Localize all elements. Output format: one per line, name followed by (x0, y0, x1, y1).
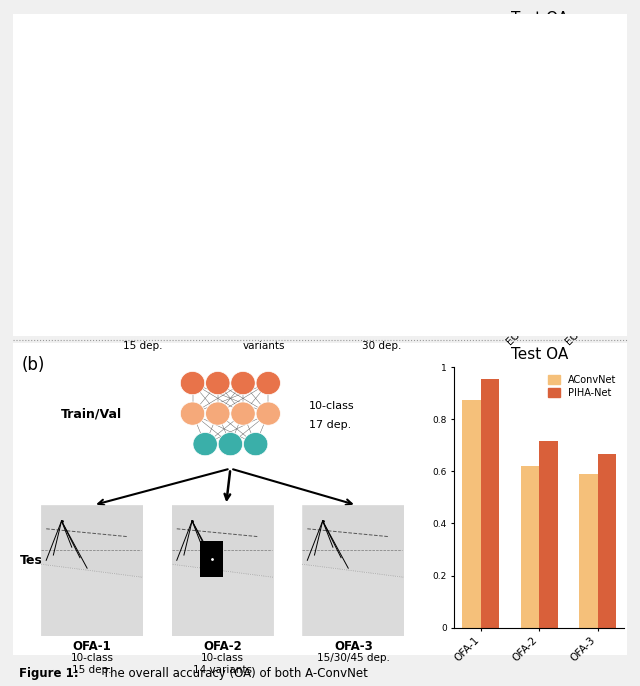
Text: 17 dep.: 17 dep. (340, 43, 382, 53)
Text: 10-class: 10-class (308, 401, 355, 412)
Ellipse shape (75, 88, 99, 113)
Ellipse shape (231, 371, 255, 394)
Legend: AConvNet, PIHA-Net: AConvNet, PIHA-Net (545, 372, 619, 401)
Text: 4-class with: 4-class with (233, 328, 295, 338)
Bar (579, 49, 598, 305)
Text: 17 dep.: 17 dep. (308, 420, 351, 429)
Ellipse shape (218, 56, 243, 81)
Text: 10-class: 10-class (71, 653, 114, 663)
Ellipse shape (125, 56, 150, 81)
Bar (539, 441, 558, 628)
Ellipse shape (50, 88, 74, 113)
Text: 3-class: 3-class (364, 328, 400, 338)
Ellipse shape (231, 402, 255, 425)
Ellipse shape (349, 56, 373, 81)
Bar (520, 466, 539, 628)
Text: (a): (a) (22, 23, 45, 41)
Text: 15 dep.: 15 dep. (72, 665, 112, 676)
Ellipse shape (243, 121, 268, 145)
Ellipse shape (218, 432, 243, 456)
Ellipse shape (193, 56, 218, 81)
Text: EOC/v1: EOC/v1 (241, 315, 287, 328)
Legend: AConvNet, PIHA-Net: AConvNet, PIHA-Net (545, 36, 619, 64)
Ellipse shape (180, 371, 205, 394)
Bar (481, 32, 499, 305)
Ellipse shape (374, 56, 398, 81)
Bar (520, 38, 539, 305)
Ellipse shape (324, 56, 348, 81)
Ellipse shape (218, 121, 243, 145)
Bar (481, 379, 499, 628)
Ellipse shape (324, 88, 348, 113)
Text: 15/30/45 dep.: 15/30/45 dep. (317, 653, 390, 663)
Ellipse shape (125, 121, 150, 145)
Ellipse shape (100, 88, 125, 113)
Text: OFA-1: OFA-1 (73, 640, 111, 653)
Ellipse shape (193, 432, 218, 456)
Text: Train/Val: Train/Val (61, 407, 122, 420)
Text: Test: Test (20, 554, 49, 567)
Ellipse shape (50, 121, 74, 145)
Ellipse shape (180, 402, 205, 425)
Ellipse shape (324, 121, 348, 145)
Ellipse shape (243, 88, 268, 113)
Bar (598, 454, 616, 628)
Text: 10-class: 10-class (77, 23, 123, 34)
Text: SOC: SOC (129, 315, 156, 328)
Ellipse shape (193, 88, 218, 113)
Text: EOC/v2: EOC/v2 (358, 315, 405, 328)
Ellipse shape (125, 88, 150, 113)
Text: 15 dep.: 15 dep. (122, 341, 162, 351)
Ellipse shape (193, 121, 218, 145)
Ellipse shape (205, 371, 230, 394)
Ellipse shape (205, 402, 230, 425)
Ellipse shape (75, 56, 99, 81)
Ellipse shape (349, 88, 373, 113)
Title: Test OA: Test OA (511, 346, 568, 362)
Text: 3-class: 3-class (342, 23, 380, 34)
Text: 30 dep.: 30 dep. (362, 341, 401, 351)
Ellipse shape (243, 56, 268, 81)
Bar (539, 35, 558, 305)
Text: variants: variants (243, 341, 285, 351)
Ellipse shape (50, 56, 74, 81)
Ellipse shape (100, 121, 125, 145)
Text: 14 variants: 14 variants (193, 665, 252, 676)
Text: The overall accuracy (OA) of both A-ConvNet: The overall accuracy (OA) of both A-Conv… (99, 667, 368, 680)
Text: (b): (b) (22, 355, 45, 374)
Text: Test: Test (20, 233, 49, 246)
Ellipse shape (75, 121, 99, 145)
Bar (462, 399, 481, 628)
Ellipse shape (349, 121, 373, 145)
Ellipse shape (374, 88, 398, 113)
Ellipse shape (100, 56, 125, 81)
Text: 17 dep.: 17 dep. (209, 43, 252, 53)
Ellipse shape (256, 402, 280, 425)
Ellipse shape (243, 432, 268, 456)
Text: Train: Train (17, 97, 52, 110)
Ellipse shape (218, 88, 243, 113)
Bar (579, 474, 598, 628)
Ellipse shape (374, 121, 398, 145)
Text: OFA-2: OFA-2 (204, 640, 242, 653)
Bar (462, 34, 481, 305)
Text: 17 dep.: 17 dep. (79, 43, 121, 53)
Text: Figure 1:: Figure 1: (19, 667, 79, 680)
Text: OFA-3: OFA-3 (334, 640, 372, 653)
Text: 4-class: 4-class (211, 23, 250, 34)
Bar (598, 42, 616, 305)
Text: 10-class: 10-class (121, 328, 164, 338)
Text: 10-class: 10-class (202, 653, 244, 663)
Ellipse shape (256, 371, 280, 394)
Title: Test OA: Test OA (511, 10, 568, 25)
